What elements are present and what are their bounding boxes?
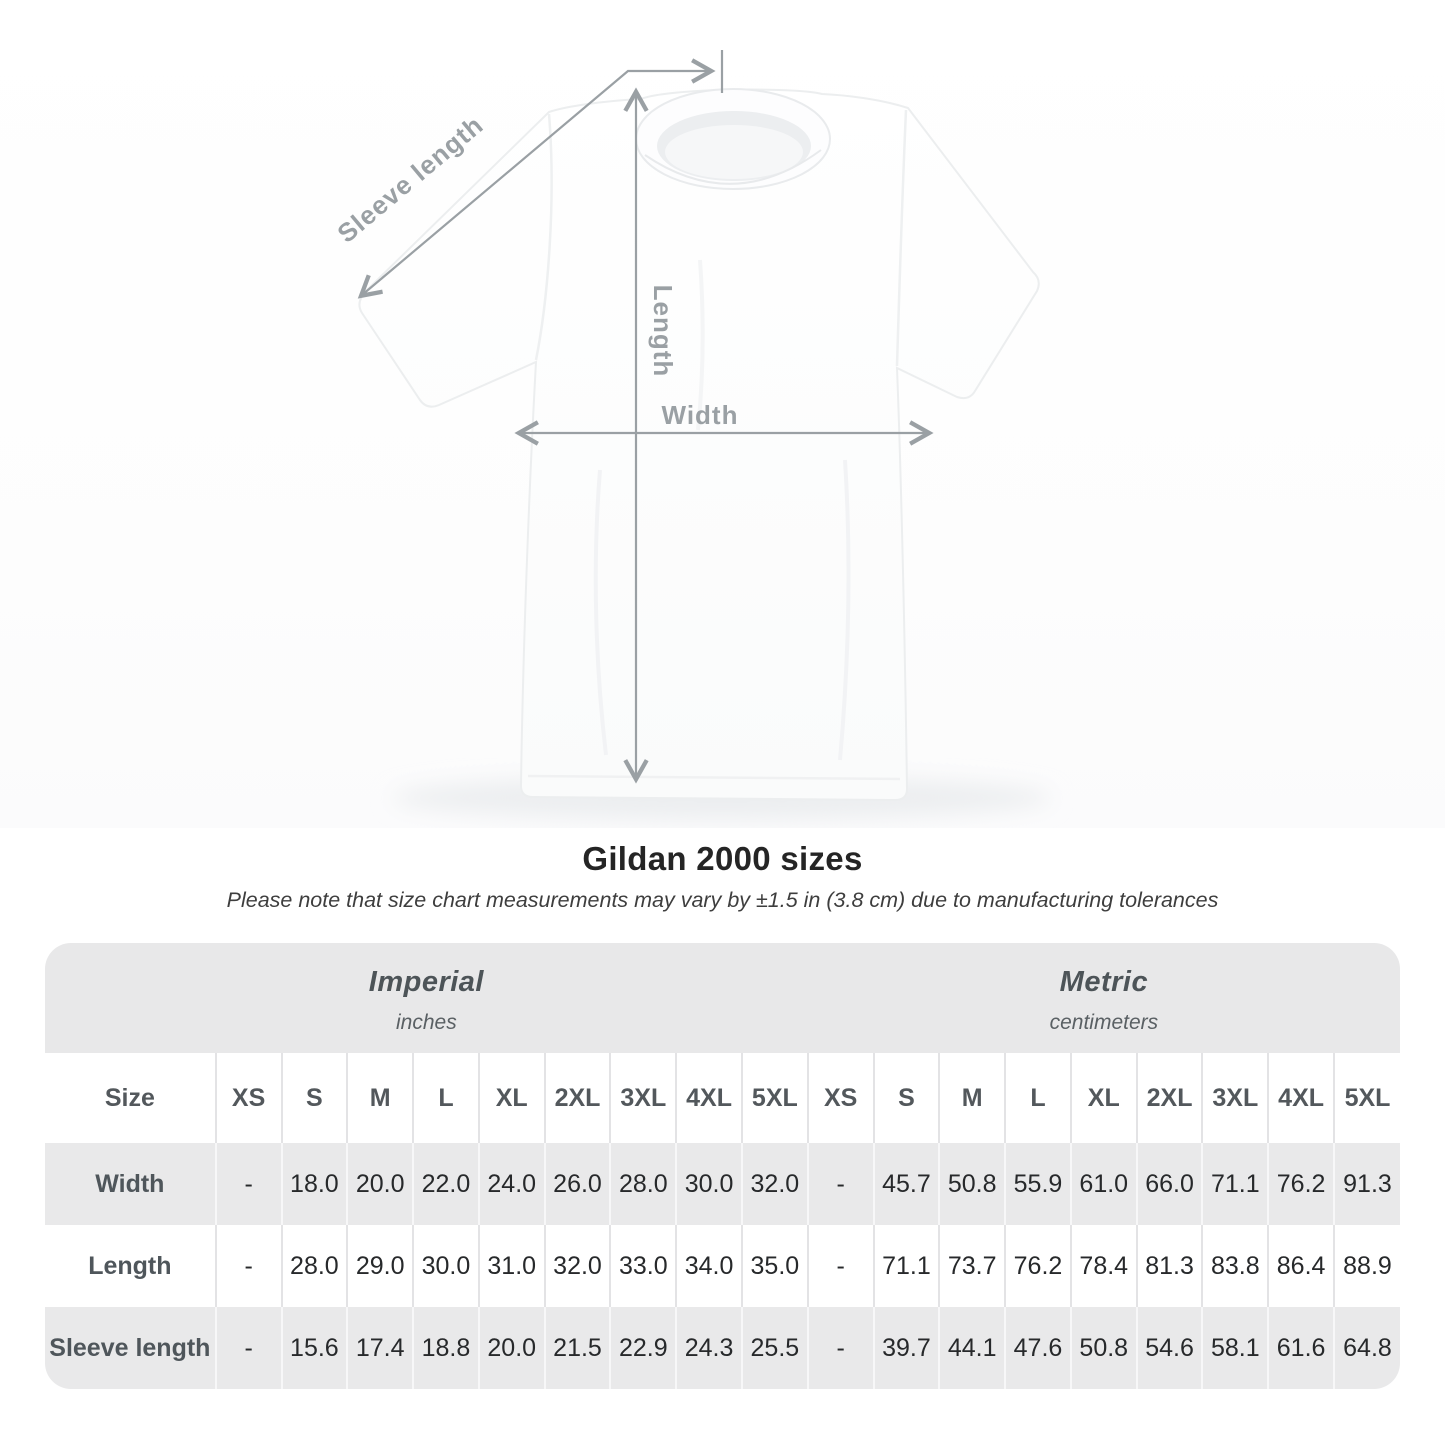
measure-cell: 71.1 bbox=[1201, 1143, 1269, 1225]
size-col-metric-2xl: 2XL bbox=[1135, 1053, 1203, 1143]
measure-cell: - bbox=[806, 1307, 874, 1389]
length-label: Length bbox=[648, 285, 678, 378]
size-col-metric-4xl: 4XL bbox=[1267, 1053, 1334, 1143]
measure-cell: 32.0 bbox=[543, 1225, 611, 1307]
measure-cell: 83.8 bbox=[1201, 1225, 1269, 1307]
size-col-imperial-2xl: 2XL bbox=[543, 1053, 611, 1143]
size-col-metric-xs: XS bbox=[806, 1053, 874, 1143]
measure-cell: 55.9 bbox=[1004, 1143, 1071, 1225]
measure-cell: 20.0 bbox=[477, 1307, 545, 1389]
measure-cell: 61.0 bbox=[1069, 1143, 1137, 1225]
tshirt-measurement-figure: Sleeve length Length Width bbox=[0, 0, 1445, 828]
measure-cell: 24.3 bbox=[675, 1307, 742, 1389]
measure-cell: 17.4 bbox=[346, 1307, 414, 1389]
tolerance-note: Please note that size chart measurements… bbox=[226, 888, 1219, 912]
measure-cell: 39.7 bbox=[872, 1307, 940, 1389]
size-header-row: Size XS S M L XL 2XL 3XL 4XL 5XL XS S M … bbox=[45, 1053, 1400, 1143]
tshirt-illustration: Sleeve length Length Width bbox=[331, 50, 1052, 820]
measure-cell: 33.0 bbox=[609, 1225, 677, 1307]
size-col-imperial-xl: XL bbox=[477, 1053, 545, 1143]
measure-cell: 50.8 bbox=[1069, 1307, 1137, 1389]
measure-cell: 71.1 bbox=[872, 1225, 940, 1307]
measure-cell: 25.5 bbox=[740, 1307, 808, 1389]
size-col-imperial-5xl: 5XL bbox=[740, 1053, 808, 1143]
measure-cell: 50.8 bbox=[938, 1143, 1006, 1225]
size-col-metric-xl: XL bbox=[1069, 1053, 1137, 1143]
measure-cell: 61.6 bbox=[1267, 1307, 1334, 1389]
size-col-imperial-xs: XS bbox=[214, 1053, 282, 1143]
measure-cell: 18.0 bbox=[280, 1143, 348, 1225]
size-col-metric-5xl: 5XL bbox=[1333, 1053, 1400, 1143]
measure-cell: 21.5 bbox=[543, 1307, 611, 1389]
measure-cell: 58.1 bbox=[1201, 1307, 1269, 1389]
width-row: Width - 18.0 20.0 22.0 24.0 26.0 28.0 30… bbox=[45, 1143, 1400, 1225]
measure-cell: 30.0 bbox=[675, 1143, 742, 1225]
measure-cell: 20.0 bbox=[346, 1143, 414, 1225]
measure-cell: - bbox=[214, 1307, 282, 1389]
measure-cell: 45.7 bbox=[872, 1143, 940, 1225]
measure-cell: - bbox=[214, 1225, 282, 1307]
measure-cell: 15.6 bbox=[280, 1307, 348, 1389]
measure-cell: 47.6 bbox=[1004, 1307, 1071, 1389]
imperial-group-unit: inches bbox=[396, 1010, 457, 1034]
measure-cell: - bbox=[214, 1143, 282, 1225]
width-label: Width bbox=[662, 400, 739, 430]
measure-cell: - bbox=[806, 1143, 874, 1225]
measure-cell: 32.0 bbox=[740, 1143, 808, 1225]
size-col-imperial-4xl: 4XL bbox=[675, 1053, 742, 1143]
measure-cell: 28.0 bbox=[609, 1143, 677, 1225]
imperial-group-title: Imperial bbox=[368, 965, 484, 998]
measure-cell: 44.1 bbox=[938, 1307, 1006, 1389]
measure-cell: 81.3 bbox=[1135, 1225, 1203, 1307]
measure-cell: 22.0 bbox=[412, 1143, 479, 1225]
measure-cell: 64.8 bbox=[1333, 1307, 1400, 1389]
metric-group-title: Metric bbox=[1059, 965, 1149, 998]
size-col-imperial-m: M bbox=[346, 1053, 414, 1143]
measure-cell: 31.0 bbox=[477, 1225, 545, 1307]
measure-cell: 24.0 bbox=[477, 1143, 545, 1225]
sleeve-length-row: Sleeve length - 15.6 17.4 18.8 20.0 21.5… bbox=[45, 1307, 1400, 1389]
size-col-metric-s: S bbox=[872, 1053, 940, 1143]
size-header-label: Size bbox=[45, 1053, 216, 1143]
measure-cell: 86.4 bbox=[1267, 1225, 1334, 1307]
metric-group-header: Metric centimeters bbox=[807, 943, 1400, 1053]
size-col-imperial-3xl: 3XL bbox=[609, 1053, 677, 1143]
measure-cell: 26.0 bbox=[543, 1143, 611, 1225]
page-title: Gildan 2000 sizes bbox=[582, 840, 863, 877]
collar bbox=[635, 88, 831, 190]
imperial-group-header: Imperial inches bbox=[45, 943, 808, 1053]
measure-cell: 54.6 bbox=[1135, 1307, 1203, 1389]
measure-cell: 66.0 bbox=[1135, 1143, 1203, 1225]
length-row: Length - 28.0 29.0 30.0 31.0 32.0 33.0 3… bbox=[45, 1225, 1400, 1307]
measure-cell: 76.2 bbox=[1267, 1143, 1334, 1225]
width-row-label: Width bbox=[45, 1143, 216, 1225]
size-col-imperial-s: S bbox=[280, 1053, 348, 1143]
sleeve-length-arrow bbox=[357, 58, 716, 299]
sleeve-length-row-label: Sleeve length bbox=[45, 1307, 216, 1389]
measure-cell: 28.0 bbox=[280, 1225, 348, 1307]
measure-cell: 18.8 bbox=[412, 1307, 479, 1389]
measure-cell: 73.7 bbox=[938, 1225, 1006, 1307]
unit-group-header-row: Imperial inches Metric centimeters bbox=[45, 943, 1400, 1053]
tshirt-shape bbox=[358, 88, 1040, 802]
measure-cell: 35.0 bbox=[740, 1225, 808, 1307]
measure-cell: 34.0 bbox=[675, 1225, 742, 1307]
size-col-metric-l: L bbox=[1004, 1053, 1071, 1143]
metric-group-unit: centimeters bbox=[1049, 1010, 1159, 1034]
measure-cell: 30.0 bbox=[412, 1225, 479, 1307]
measure-cell: 88.9 bbox=[1333, 1225, 1400, 1307]
size-col-imperial-l: L bbox=[412, 1053, 479, 1143]
measure-cell: 29.0 bbox=[346, 1225, 414, 1307]
size-col-metric-3xl: 3XL bbox=[1201, 1053, 1269, 1143]
measure-cell: - bbox=[806, 1225, 874, 1307]
size-col-metric-m: M bbox=[938, 1053, 1006, 1143]
size-table: Imperial inches Metric centimeters Size … bbox=[45, 943, 1400, 1389]
measure-cell: 91.3 bbox=[1333, 1143, 1400, 1225]
measure-cell: 78.4 bbox=[1069, 1225, 1137, 1307]
measure-cell: 76.2 bbox=[1004, 1225, 1071, 1307]
measure-cell: 22.9 bbox=[609, 1307, 677, 1389]
dimension-arrows bbox=[357, 50, 934, 784]
length-row-label: Length bbox=[45, 1225, 216, 1307]
